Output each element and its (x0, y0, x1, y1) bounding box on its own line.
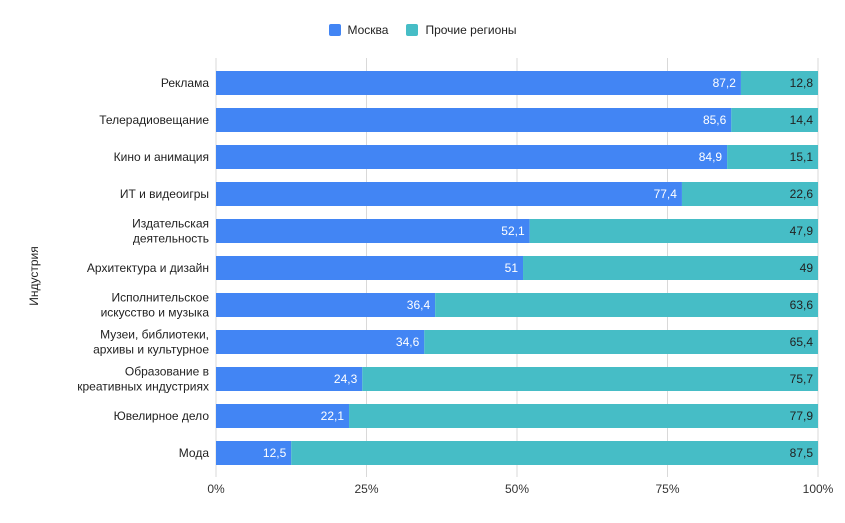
data-label-moscow: 51 (505, 261, 519, 275)
bar-other-regions (291, 441, 818, 465)
data-label-other-regions: 12,8 (790, 76, 814, 90)
data-label-other-regions: 77,9 (790, 409, 814, 423)
bar-other-regions (435, 293, 818, 317)
data-label-moscow: 12,5 (263, 446, 287, 460)
category-label: Ювелирное дело (114, 409, 210, 423)
data-label-other-regions: 65,4 (790, 335, 814, 349)
x-tick-label: 50% (505, 482, 529, 496)
x-tick-label: 0% (207, 482, 225, 496)
data-label-other-regions: 22,6 (790, 187, 814, 201)
data-label-moscow: 36,4 (407, 298, 431, 312)
bar-moscow (216, 367, 363, 391)
legend-label-other-regions: Прочие регионы (425, 23, 517, 37)
category-label: архивы и культурное (93, 343, 209, 357)
bar-moscow (216, 441, 292, 465)
bar-moscow (216, 108, 732, 132)
bar-other-regions (681, 182, 818, 206)
bar-other-regions (523, 256, 818, 280)
bar-other-regions (529, 219, 818, 243)
data-label-other-regions: 49 (800, 261, 814, 275)
legend: Москва Прочие регионы (0, 23, 845, 37)
data-label-moscow: 85,6 (703, 113, 727, 127)
legend-label-moscow: Москва (347, 23, 389, 37)
category-label: Издательская (132, 217, 209, 231)
data-label-other-regions: 47,9 (790, 224, 814, 238)
bar-moscow (216, 293, 436, 317)
legend-swatch-other-regions (406, 24, 419, 36)
bar-moscow (216, 182, 682, 206)
category-label: Телерадиовещание (99, 113, 209, 127)
bar-moscow (216, 256, 524, 280)
category-label: Образование в (125, 365, 209, 379)
bar-other-regions (731, 108, 818, 132)
bar-moscow (216, 330, 425, 354)
data-label-moscow: 87,2 (713, 76, 737, 90)
category-label: Реклама (161, 76, 209, 90)
data-label-moscow: 22,1 (321, 409, 345, 423)
data-label-moscow: 52,1 (501, 224, 525, 238)
category-label: искусство и музыка (101, 306, 210, 320)
data-label-other-regions: 15,1 (790, 150, 814, 164)
bar-other-regions (727, 145, 818, 169)
category-label: ИТ и видеоигры (120, 187, 209, 201)
bar-other-regions (349, 404, 818, 428)
category-label: креативных индустриях (77, 380, 209, 394)
x-tick-label: 75% (655, 482, 679, 496)
category-label: Мода (179, 446, 210, 460)
data-label-other-regions: 63,6 (790, 298, 814, 312)
category-label: Архитектура и дизайн (87, 261, 209, 275)
category-label: Кино и анимация (114, 150, 209, 164)
x-tick-label: 100% (803, 482, 834, 496)
data-label-moscow: 34,6 (396, 335, 420, 349)
legend-swatch-moscow (328, 24, 341, 36)
legend-item-moscow[interactable]: Москва (328, 23, 389, 37)
bar-moscow (216, 404, 350, 428)
bar-moscow (216, 219, 530, 243)
bar-moscow (216, 145, 728, 169)
bar-other-regions (740, 71, 818, 95)
legend-item-other-regions[interactable]: Прочие регионы (406, 23, 517, 37)
category-label: Исполнительское (112, 291, 210, 305)
data-label-moscow: 24,3 (334, 372, 358, 386)
data-label-moscow: 84,9 (699, 150, 723, 164)
data-label-other-regions: 87,5 (790, 446, 814, 460)
data-label-other-regions: 75,7 (790, 372, 814, 386)
data-label-other-regions: 14,4 (790, 113, 814, 127)
x-tick-label: 25% (354, 482, 378, 496)
data-label-moscow: 77,4 (654, 187, 678, 201)
bar-moscow (216, 71, 741, 95)
category-label: Музеи, библиотеки, (100, 328, 209, 342)
bar-other-regions (362, 367, 818, 391)
category-label: деятельность (133, 232, 209, 246)
bar-other-regions (424, 330, 818, 354)
